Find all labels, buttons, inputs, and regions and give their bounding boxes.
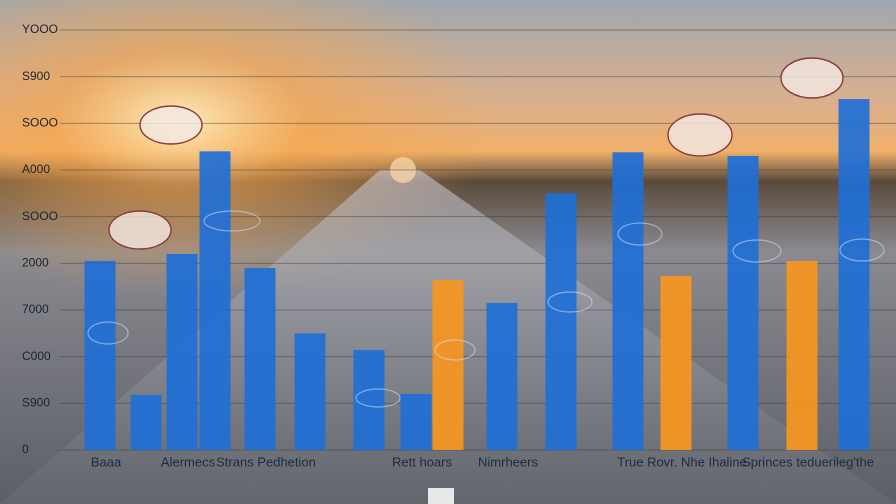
y-tick-label: 2000 bbox=[22, 256, 49, 270]
x-tick-label: Rett hoars bbox=[392, 454, 452, 469]
bar bbox=[244, 268, 276, 450]
y-tick-label: A000 bbox=[22, 162, 50, 176]
brain-icon bbox=[139, 105, 203, 145]
x-tick-label: Strans Pedhetion bbox=[216, 454, 316, 469]
bar bbox=[353, 350, 385, 450]
y-tick-label: S900 bbox=[22, 69, 50, 83]
bar bbox=[786, 261, 818, 450]
road-marking bbox=[428, 488, 454, 504]
bar bbox=[166, 254, 198, 450]
bar bbox=[130, 394, 162, 450]
bar bbox=[727, 156, 759, 450]
bar bbox=[486, 303, 518, 450]
brain-icon bbox=[434, 339, 476, 361]
plot: 0 S900 C000 7000 2000 SOOO A000 SOOO S900 YOOO Baa… bbox=[22, 22, 896, 469]
brain-icon bbox=[108, 210, 172, 250]
x-tick-label: True Rovr. Nhe Ihaline bbox=[617, 454, 747, 469]
brain-icon bbox=[87, 321, 129, 345]
x-tick-label: Nimrheers bbox=[478, 454, 538, 469]
x-tick-label: Alermecs bbox=[161, 454, 216, 469]
bar bbox=[838, 99, 870, 451]
y-tick-label: C000 bbox=[22, 349, 51, 363]
y-tick-label: 0 bbox=[22, 442, 29, 456]
brain-icon bbox=[355, 388, 401, 408]
bar bbox=[432, 280, 464, 450]
sun bbox=[390, 157, 416, 183]
bar bbox=[612, 152, 644, 450]
bar bbox=[294, 333, 326, 450]
bar bbox=[400, 394, 432, 450]
brain-icon bbox=[617, 222, 663, 246]
x-tick-label: Sprinces teduerileg'the bbox=[742, 454, 874, 469]
y-tick-label: SOOO bbox=[22, 116, 58, 130]
bar bbox=[84, 261, 116, 450]
brain-icon bbox=[203, 210, 261, 232]
y-tick-label: S900 bbox=[22, 396, 50, 410]
y-tick-label: YOOO bbox=[22, 22, 58, 36]
y-tick-label: SOOO bbox=[22, 209, 58, 223]
brain-icon bbox=[780, 57, 844, 99]
y-tick-label: 7000 bbox=[22, 302, 49, 316]
bar bbox=[545, 193, 577, 451]
bar bbox=[660, 275, 692, 450]
bar bbox=[199, 151, 231, 451]
brain-icon bbox=[667, 113, 733, 157]
x-tick-label: Baaa bbox=[91, 454, 122, 469]
brain-icon bbox=[839, 238, 885, 262]
brain-icons bbox=[87, 57, 885, 408]
brain-icon bbox=[732, 239, 782, 263]
brain-icon bbox=[547, 291, 593, 313]
